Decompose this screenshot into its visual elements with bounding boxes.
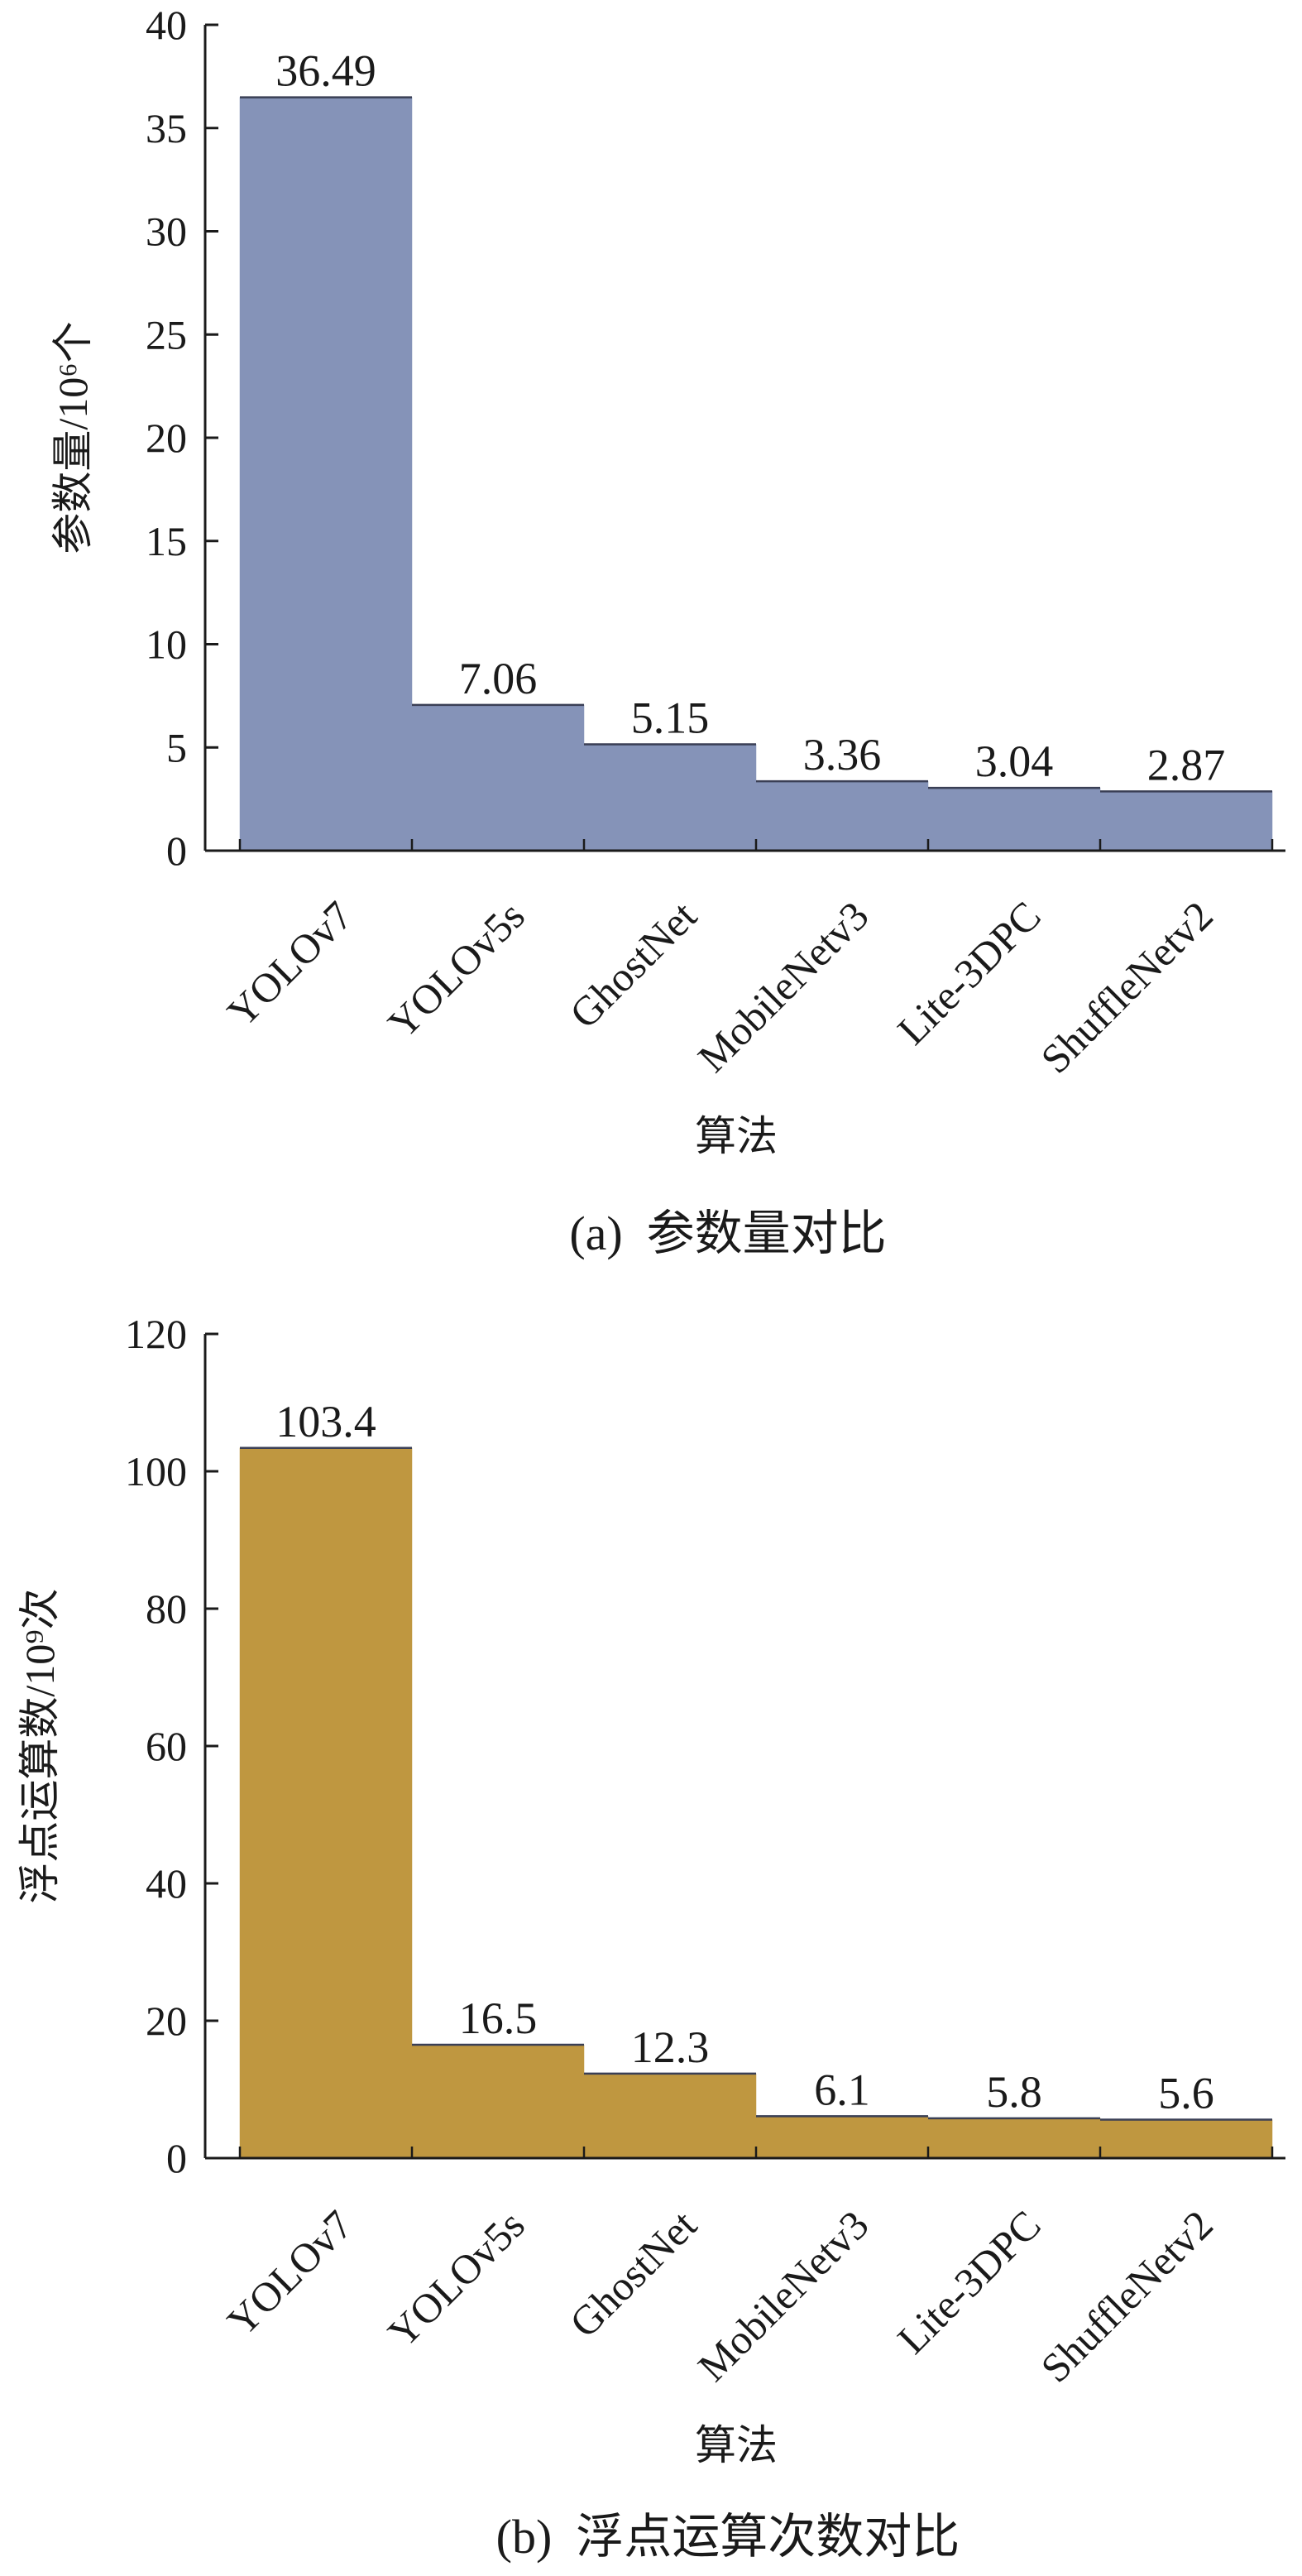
category-label-1: YOLOv5s bbox=[379, 892, 534, 1047]
data-label-0: 36.49 bbox=[275, 46, 376, 96]
y-tick-label-0: 0 bbox=[166, 2135, 187, 2181]
y-tick-label-4: 20 bbox=[146, 415, 187, 461]
data-label-5: 2.87 bbox=[1147, 740, 1226, 789]
y-tick-label-2: 40 bbox=[146, 1860, 187, 1907]
y-tick-label-5: 100 bbox=[125, 1448, 187, 1494]
data-label-1: 16.5 bbox=[459, 1993, 538, 2043]
category-label-4: Lite-3DPC bbox=[888, 2201, 1050, 2363]
category-label-5: ShuffleNetv2 bbox=[1032, 2201, 1221, 2391]
chart-panel-0: 36.49 7.06 5.15 3.36 3.04 2.87 0 5 10 15 20 25 30 35 4… bbox=[50, 2, 1285, 1260]
y-axis-title: 参数量/10⁶个 bbox=[50, 321, 96, 554]
data-label-5: 5.6 bbox=[1158, 2069, 1214, 2118]
y-tick-label-1: 20 bbox=[146, 1998, 187, 2044]
data-label-2: 5.15 bbox=[631, 693, 710, 743]
bar-1 bbox=[411, 2044, 585, 2159]
data-label-4: 3.04 bbox=[975, 736, 1054, 786]
data-label-1: 7.06 bbox=[459, 654, 538, 703]
bar-3 bbox=[755, 2116, 929, 2159]
category-label-4: Lite-3DPC bbox=[888, 892, 1050, 1053]
bar-4 bbox=[927, 787, 1101, 851]
y-axis-title: 浮点运算数/10⁹次 bbox=[17, 1588, 63, 1903]
y-tick-label-6: 30 bbox=[146, 209, 187, 255]
y-tick-label-5: 25 bbox=[146, 311, 187, 357]
category-label-3: MobileNetv3 bbox=[689, 892, 878, 1081]
category-label-0: YOLOv7 bbox=[218, 2201, 361, 2344]
bar-2 bbox=[583, 2073, 757, 2159]
x-axis-title: 算法 bbox=[695, 1113, 778, 1159]
category-label-0: YOLOv7 bbox=[218, 892, 361, 1035]
category-label-2: GhostNet bbox=[561, 2201, 706, 2346]
data-label-0: 103.4 bbox=[275, 1397, 376, 1446]
category-label-1: YOLOv5s bbox=[379, 2201, 534, 2356]
chart-caption: (a) 参数量对比 bbox=[569, 1206, 886, 1260]
x-axis-title: 算法 bbox=[695, 2422, 778, 2468]
chart-caption: (b) 浮点运算次数对比 bbox=[496, 2510, 960, 2564]
bar-0 bbox=[239, 1447, 413, 2159]
y-tick-label-2: 10 bbox=[146, 621, 187, 668]
y-tick-label-0: 0 bbox=[166, 827, 187, 874]
bar-5 bbox=[1099, 791, 1273, 851]
category-label-3: MobileNetv3 bbox=[689, 2201, 878, 2390]
data-label-2: 12.3 bbox=[631, 2022, 710, 2072]
data-label-3: 6.1 bbox=[814, 2065, 870, 2114]
category-label-5: ShuffleNetv2 bbox=[1032, 892, 1221, 1082]
data-label-4: 5.8 bbox=[986, 2067, 1042, 2117]
chart-panel-1: 103.4 16.5 12.3 6.1 5.8 5.6 0 20 40 60 80 100 120 YOL… bbox=[17, 1311, 1285, 2564]
y-tick-label-3: 15 bbox=[146, 518, 187, 564]
y-tick-label-1: 5 bbox=[166, 724, 187, 770]
category-label-2: GhostNet bbox=[561, 892, 706, 1037]
y-tick-label-4: 80 bbox=[146, 1585, 187, 1632]
y-tick-label-7: 35 bbox=[146, 105, 187, 151]
y-tick-label-6: 120 bbox=[125, 1311, 187, 1357]
bar-2 bbox=[583, 744, 757, 851]
bar-0 bbox=[239, 97, 413, 851]
y-tick-label-3: 60 bbox=[146, 1723, 187, 1769]
bar-4 bbox=[927, 2118, 1101, 2159]
data-label-3: 3.36 bbox=[803, 730, 882, 780]
bar-5 bbox=[1099, 2119, 1273, 2159]
bar-1 bbox=[411, 704, 585, 851]
bar-3 bbox=[755, 780, 929, 851]
y-tick-label-8: 40 bbox=[146, 2, 187, 48]
